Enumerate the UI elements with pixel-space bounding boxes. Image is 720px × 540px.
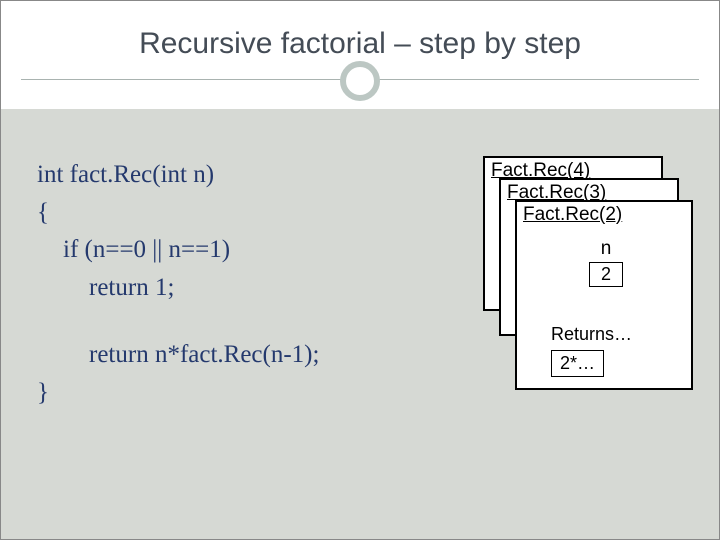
code-line-5: return n*fact.Rec(n-1); bbox=[37, 336, 319, 374]
code-line-6: } bbox=[37, 374, 319, 412]
code-t1: fact.Rec( bbox=[63, 161, 160, 188]
frame-label-2: Fact.Rec(2) bbox=[523, 204, 622, 226]
stack-frame-2: Fact.Rec(2) n 2 Returns… 2*… bbox=[515, 200, 693, 390]
code-t2: n) bbox=[187, 161, 214, 188]
code-block: int fact.Rec(int n) { if (n==0 || n==1) … bbox=[37, 156, 319, 411]
kw-int-1: int bbox=[37, 161, 63, 188]
code-line-2: { bbox=[37, 194, 319, 232]
ring-icon bbox=[340, 61, 380, 101]
slide-title: Recursive factorial – step by step bbox=[139, 27, 581, 61]
n-label: n bbox=[589, 238, 623, 260]
slide: Recursive factorial – step by step int f… bbox=[0, 0, 720, 540]
kw-int-2: int bbox=[161, 161, 187, 188]
n-area: n 2 bbox=[589, 238, 623, 287]
code-line-4: return 1; bbox=[37, 269, 319, 307]
n-value-box: 2 bbox=[589, 262, 623, 287]
code-line-3: if (n==0 || n==1) bbox=[37, 231, 319, 269]
code-line-1: int fact.Rec(int n) bbox=[37, 156, 319, 194]
returns-value-box: 2*… bbox=[551, 350, 604, 377]
returns-label: Returns… bbox=[551, 324, 632, 345]
code-gap bbox=[37, 306, 319, 336]
